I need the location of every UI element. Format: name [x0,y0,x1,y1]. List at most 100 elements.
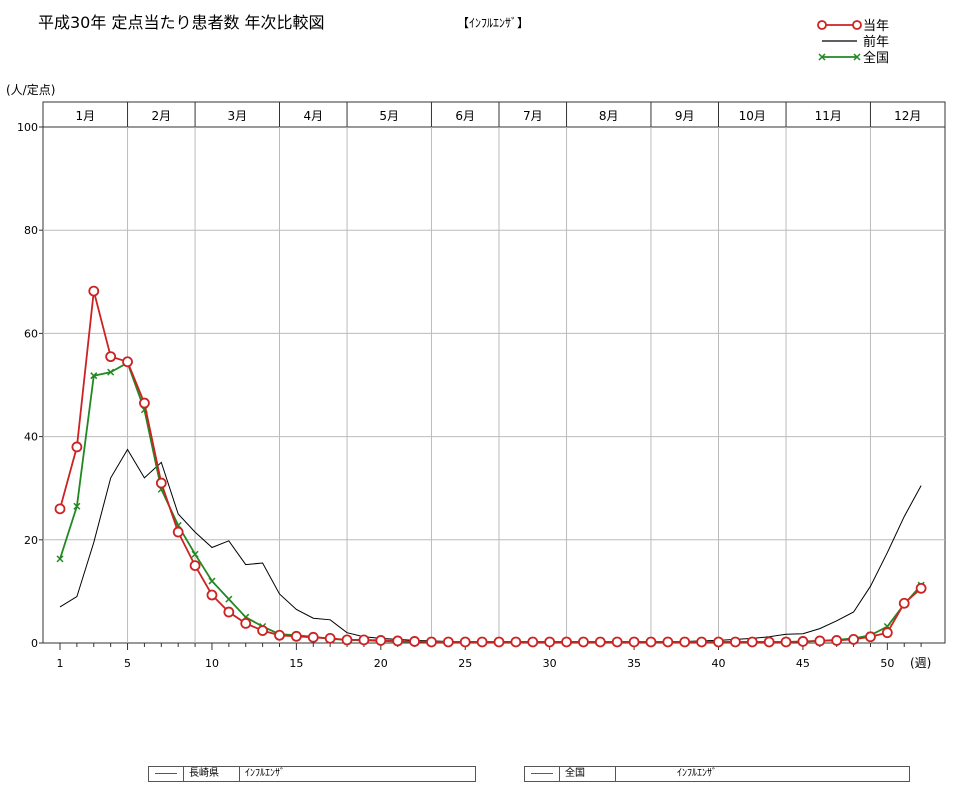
month-label: 7月 [523,109,543,123]
data-point [797,636,809,647]
x-axis-label: (週) [910,656,931,670]
data-point [206,589,218,601]
data-point [645,636,657,648]
data-point [713,636,724,648]
month-label: 8月 [599,109,619,123]
disease-label: ｲﾝﾌﾙｴﾝｻﾞ [245,768,285,779]
data-point [881,627,893,639]
data-point [831,635,843,646]
data-point [88,285,100,297]
legend-marker [818,53,826,61]
y-tick-label: 60 [24,327,38,340]
chart-title: 平成30年 定点当たり患者数 年次比較図 [38,13,325,32]
data-point [628,636,640,648]
data-point [544,636,556,648]
bottom-legend-nagasaki: 長崎県 ｲﾝﾌﾙｴﾝｻﾞ [148,766,476,782]
data-point [139,397,150,409]
data-point [392,635,404,647]
y-tick-label: 40 [24,431,38,444]
y-tick-label: 0 [31,637,38,650]
data-point [679,636,691,648]
data-point [493,636,505,648]
data-point [898,597,910,609]
x-ticks: 1 5 10 15 20 25 30 35 40 45 50 [57,643,922,670]
legend-marker [853,53,861,61]
data-point [375,635,387,646]
month-label: 4月 [303,109,323,123]
x-tick-label: 10 [205,657,219,670]
legend-marker [852,20,862,30]
data-point [290,630,302,642]
x-tick-label: 25 [458,657,472,670]
data-point [527,636,539,648]
data-point [409,636,420,647]
data-point [107,368,115,376]
x-tick-label: 30 [543,657,557,670]
data-point [426,636,437,648]
x-tick-label: 45 [796,657,810,670]
data-point [476,636,488,648]
data-point [746,636,758,648]
data-point [73,502,81,510]
x-tick-label: 5 [124,657,131,670]
month-header: 1月 2月 3月 4月 5月 6月 7月 8月 9月 10月 11月 12月 [75,102,921,127]
month-label: 5月 [379,109,399,123]
y-tick-label: 80 [24,224,38,237]
x-tick-label: 1 [57,657,64,670]
series-layer [54,285,927,648]
region-label: 長崎県 [189,768,219,779]
y-ticks: 0 20 40 60 80 100 [17,121,43,650]
data-point [696,636,708,648]
data-point [459,636,471,648]
month-label: 12月 [894,109,921,123]
data-point [729,636,741,648]
data-point [510,636,522,648]
region-label: 全国 [565,768,585,779]
data-point [561,636,572,648]
y-axis-label: (人/定点) [6,82,55,97]
series-line-当年 [59,290,922,643]
data-point [71,441,83,453]
disease-label: ｲﾝﾌﾙｴﾝｻﾞ [677,768,717,779]
data-point [54,503,66,515]
data-point [274,629,285,641]
y-tick-label: 100 [17,121,38,134]
month-label: 10月 [739,109,766,123]
month-label: 3月 [227,109,247,123]
data-point [223,606,235,618]
data-point [189,560,201,571]
month-label: 6月 [455,109,475,123]
data-point [257,625,269,637]
data-point [90,372,98,380]
data-point [578,636,589,648]
grid [42,101,946,644]
y-tick-label: 20 [24,534,38,547]
data-point [442,636,454,648]
data-point [341,634,353,646]
chart-subtitle: 【ｲﾝﾌﾙｴﾝｻﾞ】 [457,16,529,30]
data-point [172,526,184,538]
month-label: 1月 [75,109,95,123]
month-label: 2月 [151,109,171,123]
month-label: 9月 [675,109,695,123]
data-point [915,582,927,594]
data-point [225,595,233,603]
data-point [56,555,64,563]
data-point [763,636,775,648]
data-point [780,636,792,648]
data-point [848,633,859,645]
data-point [594,636,606,648]
data-point [240,617,252,629]
data-point [307,631,319,643]
plot-frame [42,101,946,644]
data-point [324,632,336,644]
line-swatch [531,773,553,774]
data-point [611,636,623,648]
series-line-全国 [59,361,922,643]
data-point [105,351,117,363]
legend-label: 全国 [863,50,889,66]
data-point [155,477,167,489]
data-point [191,550,199,558]
x-tick-label: 40 [712,657,726,670]
